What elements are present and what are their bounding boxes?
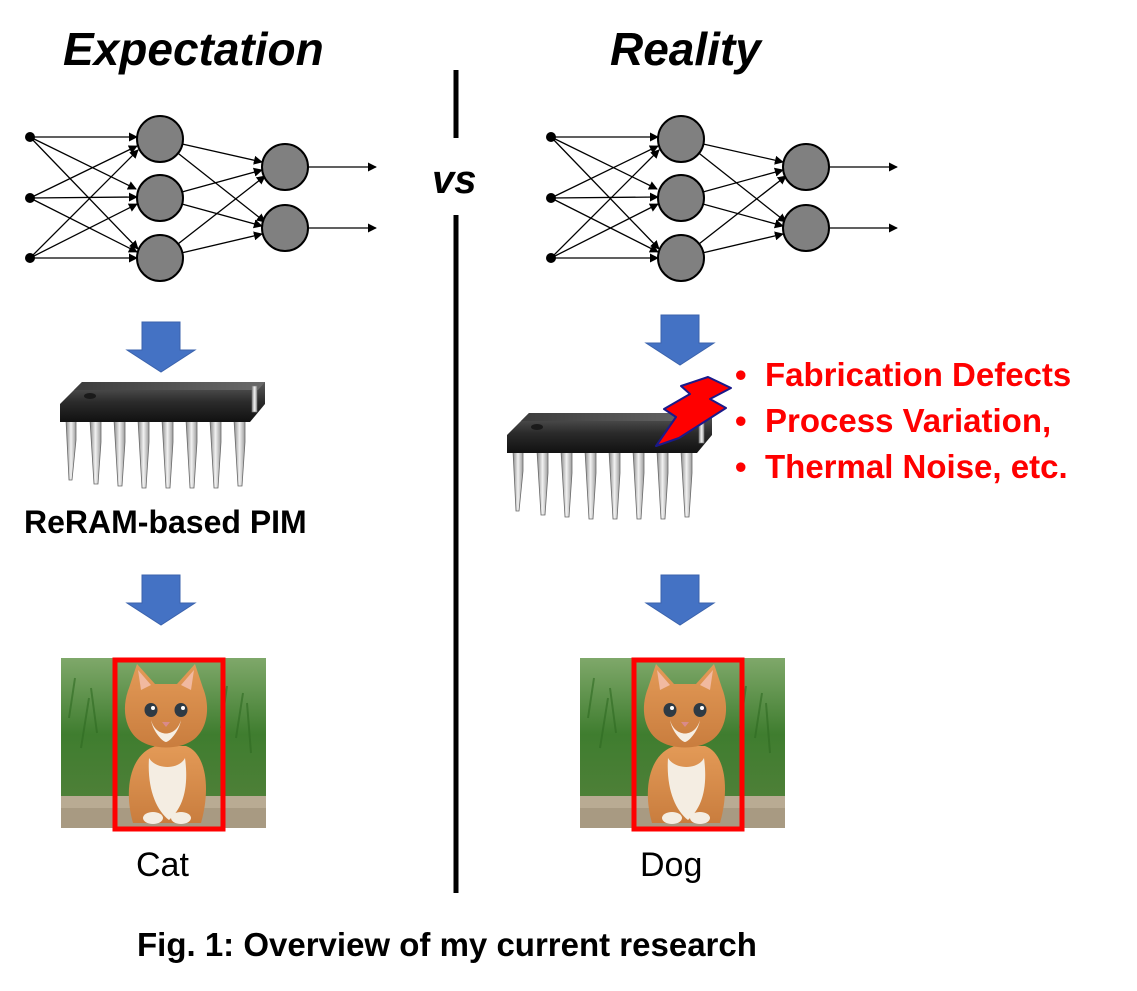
vs-label: vs (432, 158, 477, 202)
down-arrow-icon (126, 321, 196, 373)
down-arrow-icon (645, 574, 715, 626)
chip-icon (59, 381, 266, 489)
down-arrow-icon (645, 314, 715, 366)
prediction-label-reality: Dog (640, 846, 703, 884)
list-item: Process Variation, (735, 398, 1071, 444)
expectation-neural-network (25, 116, 376, 281)
down-arrow-icon (126, 574, 196, 626)
expectation-heading: Expectation (63, 23, 324, 75)
cat-photo (60, 657, 267, 829)
reality-neural-network (546, 116, 897, 281)
figure-caption: Fig. 1: Overview of my current research (137, 926, 757, 963)
cat-photo (579, 657, 786, 829)
lightning-bolt-icon (655, 376, 732, 447)
reality-heading: Reality (610, 23, 761, 75)
list-item: Fabrication Defects (735, 352, 1071, 398)
list-item: Thermal Noise, etc. (735, 444, 1071, 490)
bounding-box (631, 657, 745, 832)
bounding-box (112, 657, 226, 832)
prediction-label-expectation: Cat (136, 846, 189, 884)
device-label: ReRAM-based PIM (24, 504, 307, 540)
non-ideality-list: Fabrication Defects Process Variation, T… (735, 352, 1071, 490)
